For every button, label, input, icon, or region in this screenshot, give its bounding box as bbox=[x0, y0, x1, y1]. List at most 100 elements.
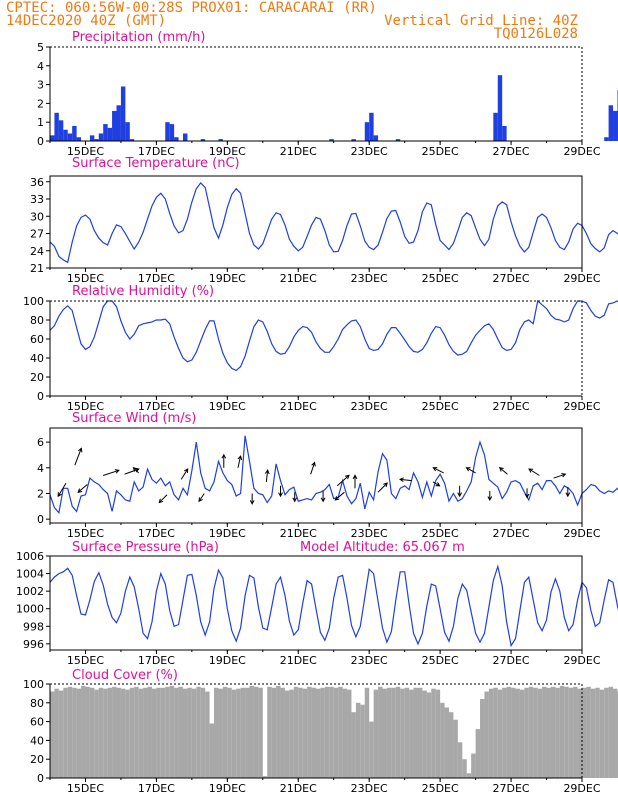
cloud-bar bbox=[174, 687, 179, 778]
cloud-bar bbox=[329, 686, 334, 778]
cloud-bar bbox=[169, 685, 175, 778]
cloud-bar bbox=[586, 686, 591, 778]
precip-bar bbox=[613, 110, 618, 141]
wind-arrow bbox=[265, 470, 269, 482]
y-tick-label: 0 bbox=[37, 390, 44, 403]
x-tick-label: 17DEC bbox=[138, 527, 175, 540]
x-tick-label: 25DEC bbox=[422, 400, 459, 413]
cloud-bar bbox=[196, 686, 201, 778]
cloud-bar bbox=[582, 687, 587, 778]
wind-arrow-head bbox=[264, 469, 270, 475]
x-tick-label: 23DEC bbox=[351, 782, 388, 795]
cloud-bar bbox=[497, 689, 503, 778]
wind-arrow-head bbox=[344, 474, 350, 480]
cloud-bar bbox=[564, 686, 569, 778]
x-tick-label: 27DEC bbox=[493, 145, 530, 158]
x-tick-label: 23DEC bbox=[351, 400, 388, 413]
wind-arrow bbox=[237, 455, 242, 468]
x-tick-label: 27DEC bbox=[493, 527, 530, 540]
cloud-bar bbox=[528, 686, 534, 778]
cloud-bar bbox=[311, 687, 316, 778]
x-tick-label: 27DEC bbox=[493, 654, 530, 667]
wind-arrow bbox=[499, 467, 508, 475]
cloud-bar bbox=[542, 686, 547, 778]
x-tick-label: 23DEC bbox=[351, 145, 388, 158]
precip-bar bbox=[98, 133, 104, 141]
cloud-bar bbox=[404, 687, 410, 778]
y-tick-label: 24 bbox=[30, 245, 44, 258]
wind-arrow bbox=[377, 482, 388, 493]
cloud-bar bbox=[599, 689, 605, 778]
cloud-bar bbox=[218, 688, 223, 778]
x-tick-label: 29DEC bbox=[563, 272, 600, 285]
precip-bar bbox=[58, 120, 64, 141]
wind-arrow-head bbox=[383, 482, 388, 488]
wind-arrow bbox=[310, 462, 316, 475]
cloud-bar bbox=[129, 687, 135, 778]
precip-bar bbox=[183, 133, 188, 141]
precip-bar bbox=[395, 139, 401, 141]
x-tick-label: 25DEC bbox=[422, 272, 459, 285]
precip-bar bbox=[169, 124, 175, 141]
cloud-bar bbox=[409, 689, 414, 778]
cloud-bar bbox=[116, 687, 121, 778]
cloud-bar bbox=[236, 688, 241, 778]
x-tick-label: 21DEC bbox=[280, 272, 317, 285]
y-tick-label: 60 bbox=[30, 716, 44, 729]
cloud-bar bbox=[67, 686, 73, 778]
series-line bbox=[49, 564, 618, 648]
y-tick-label: 1004 bbox=[16, 568, 44, 581]
precip-bar bbox=[165, 122, 170, 141]
header-date: 14DEC2020 40Z (GMT) bbox=[6, 13, 166, 29]
cloud-bar bbox=[85, 686, 90, 778]
panel-frame bbox=[49, 300, 583, 397]
x-tick-label: 15DEC bbox=[67, 400, 104, 413]
precip-bar bbox=[76, 137, 82, 141]
cloud-bar bbox=[391, 687, 396, 778]
cloud-bar bbox=[555, 687, 560, 778]
panel-4: 1006 1004 1002 1000 998 996 15DEC 17DEC 19DEC 21D… bbox=[16, 550, 618, 667]
cloud-bar bbox=[222, 686, 228, 778]
wind-arrow-head bbox=[183, 468, 189, 473]
wind-arrow bbox=[336, 474, 350, 487]
cloud-bar bbox=[502, 687, 507, 778]
cloud-bar bbox=[307, 686, 312, 778]
cloud-bar bbox=[590, 688, 596, 778]
cloud-bar bbox=[347, 689, 352, 778]
y-tick-label: 21 bbox=[30, 262, 44, 275]
cloud-cover-title: Cloud Cover (%) bbox=[72, 668, 178, 683]
cloud-bar bbox=[369, 721, 374, 778]
cloud-bar bbox=[462, 759, 467, 778]
cloud-bar bbox=[573, 686, 578, 778]
x-tick-label: 25DEC bbox=[422, 145, 459, 158]
precip-bar bbox=[218, 139, 223, 141]
precip-bar bbox=[174, 137, 179, 141]
x-tick-label: 15DEC bbox=[67, 145, 104, 158]
wind-arrow-head bbox=[158, 498, 164, 504]
y-tick-label: 3 bbox=[37, 79, 44, 92]
precip-bar bbox=[116, 105, 121, 141]
cloud-bar bbox=[249, 685, 254, 778]
precip-bar bbox=[63, 129, 68, 141]
precip-bar bbox=[608, 105, 614, 141]
cloud-bar bbox=[568, 687, 574, 778]
cloud-bar bbox=[435, 689, 441, 778]
cloud-bar bbox=[604, 687, 609, 778]
panel-frame bbox=[49, 175, 583, 269]
cloud-bar bbox=[488, 688, 494, 778]
x-tick-label: 29DEC bbox=[563, 654, 600, 667]
wind-arrow-head bbox=[465, 467, 471, 472]
wind-arrow bbox=[124, 468, 139, 475]
cloud-bar bbox=[138, 688, 144, 778]
cloud-bar bbox=[595, 687, 600, 778]
precip-bar bbox=[67, 133, 73, 141]
wind-arrow-head bbox=[311, 461, 316, 467]
y-tick-label: 2 bbox=[37, 487, 44, 500]
wind-arrow-head bbox=[457, 492, 462, 498]
y-tick-label: 30 bbox=[30, 210, 44, 223]
x-tick-label: 17DEC bbox=[138, 400, 175, 413]
cloud-bar bbox=[156, 687, 161, 778]
y-tick-label: 80 bbox=[30, 697, 44, 710]
y-tick-label: 33 bbox=[30, 193, 44, 206]
x-tick-label: 17DEC bbox=[138, 272, 175, 285]
